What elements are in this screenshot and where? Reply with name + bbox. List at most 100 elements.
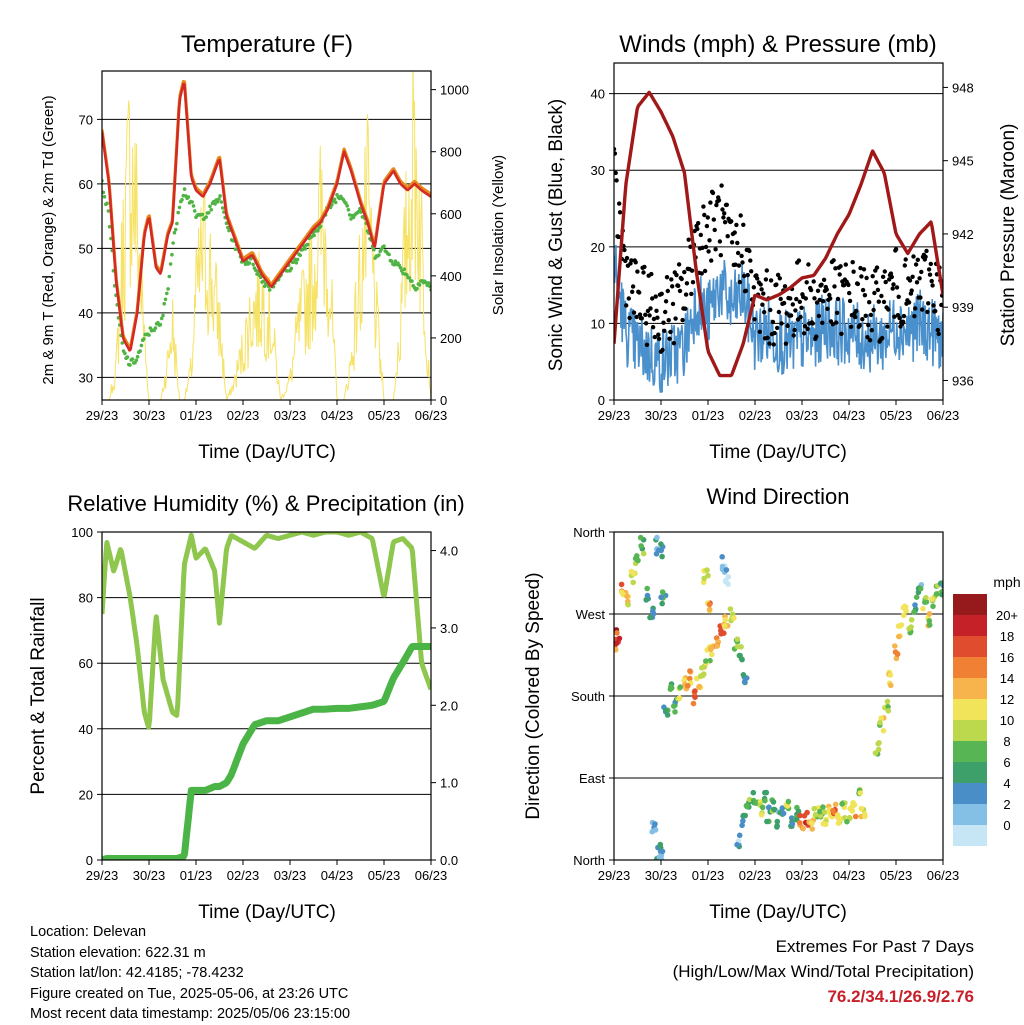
- y-tick-label: South: [571, 689, 605, 704]
- direction-point: [884, 698, 891, 705]
- direction-point: [764, 818, 770, 825]
- direction-point: [789, 821, 796, 827]
- dewpoint-point: [173, 227, 178, 232]
- direction-point: [926, 611, 933, 617]
- gust-point: [914, 280, 920, 285]
- gust-point: [655, 315, 660, 320]
- dewpoint-point: [147, 333, 151, 337]
- gust-point: [770, 319, 776, 325]
- direction-point: [852, 813, 859, 820]
- direction-point: [722, 617, 729, 623]
- gust-point: [906, 300, 912, 305]
- direction-point: [721, 623, 728, 629]
- dewpoint-point: [209, 208, 213, 212]
- extremes-values: 76.2/34.1/26.9/2.76: [827, 987, 974, 1006]
- direction-point: [846, 814, 853, 821]
- dewpoint-point: [142, 337, 146, 341]
- gust-point: [860, 287, 866, 293]
- gust-point: [781, 300, 787, 306]
- gust-point: [648, 306, 653, 311]
- direction-point: [638, 543, 644, 549]
- gust-point: [689, 291, 694, 297]
- gust-point: [667, 336, 672, 341]
- gust-point: [617, 210, 623, 215]
- direction-plot-area: [614, 531, 943, 861]
- direction-point: [734, 636, 741, 642]
- dewpoint-point: [298, 253, 303, 258]
- colorbar-swatch: [953, 804, 987, 825]
- direction-point: [877, 719, 883, 726]
- station-elevation: Station elevation: 622.31 m: [30, 944, 206, 961]
- gust-point: [683, 306, 688, 311]
- direction-point: [808, 820, 815, 826]
- direction-point: [820, 804, 826, 810]
- gust-point: [732, 230, 737, 235]
- gust-point: [631, 310, 637, 315]
- gust-point: [660, 347, 665, 353]
- gust-point: [834, 310, 840, 315]
- winds-plot-area: [614, 90, 943, 401]
- gust-point: [762, 310, 767, 315]
- dewpoint-point: [168, 262, 173, 266]
- gust-point: [614, 178, 619, 183]
- gust-point: [639, 316, 644, 321]
- direction-point: [811, 805, 817, 812]
- gust-point: [821, 299, 826, 304]
- figure-created: Figure created on Tue, 2025-05-06, at 23…: [30, 985, 349, 1002]
- gust-point: [763, 277, 769, 282]
- direction-point: [725, 574, 732, 580]
- gust-point: [910, 274, 915, 279]
- gust-point: [683, 292, 689, 297]
- direction-point: [659, 600, 665, 607]
- direction-point: [692, 694, 698, 700]
- direction-point: [774, 818, 781, 825]
- direction-point: [709, 651, 715, 658]
- gust-point: [863, 313, 868, 318]
- gust-point: [752, 317, 757, 322]
- direction-point: [734, 841, 740, 848]
- dewpoint-point: [213, 202, 217, 206]
- dewpoint-point: [166, 287, 170, 291]
- gust-point: [821, 277, 827, 282]
- dewpoint-point: [186, 195, 191, 199]
- dewpoint-point: [138, 349, 142, 353]
- winds-ylabel-right: Station Pressure (Maroon): [998, 124, 1019, 347]
- gust-point: [701, 204, 706, 209]
- direction-point: [758, 812, 765, 818]
- humidity-panel: Relative Humidity (%) & Precipitation (i…: [28, 491, 465, 923]
- direction-point: [940, 582, 943, 589]
- gust-point: [695, 226, 700, 232]
- gust-point: [749, 269, 754, 274]
- gust-point: [893, 247, 899, 252]
- gust-point: [641, 270, 646, 275]
- y-tick-label: 800: [440, 145, 462, 160]
- colorbar-swatch: [953, 615, 987, 636]
- dewpoint-point: [303, 247, 308, 251]
- x-tick-label: 04/23: [833, 868, 866, 883]
- dewpoint-point: [172, 230, 177, 235]
- dewpoint-point: [158, 322, 163, 327]
- direction-panel: Wind Direction 29/23 30/23 01/23 02/23 03/23…: [523, 484, 1021, 923]
- gust-point: [935, 327, 940, 333]
- gust-point: [871, 307, 876, 313]
- direction-point: [659, 553, 665, 560]
- gust-point: [634, 314, 639, 320]
- direction-point: [658, 856, 665, 860]
- colorbar-label: 18: [1000, 629, 1014, 644]
- dewpoint-point: [427, 284, 431, 288]
- solar-insolation-line: [102, 71, 431, 400]
- colorbar-swatch: [953, 741, 987, 762]
- dewpoint-point: [128, 363, 132, 367]
- series-layer: [614, 534, 943, 860]
- gust-point: [805, 326, 810, 332]
- dewpoint-point: [208, 204, 212, 209]
- dewpoint-point: [190, 200, 194, 204]
- direction-point: [844, 818, 850, 825]
- x-tick-label: 05/23: [880, 868, 913, 883]
- dewpoint-point: [175, 221, 179, 226]
- direction-point: [739, 656, 745, 663]
- dewpoint-point: [171, 241, 175, 245]
- gust-point: [698, 232, 703, 238]
- direction-point: [835, 820, 842, 826]
- direction-point: [880, 728, 887, 734]
